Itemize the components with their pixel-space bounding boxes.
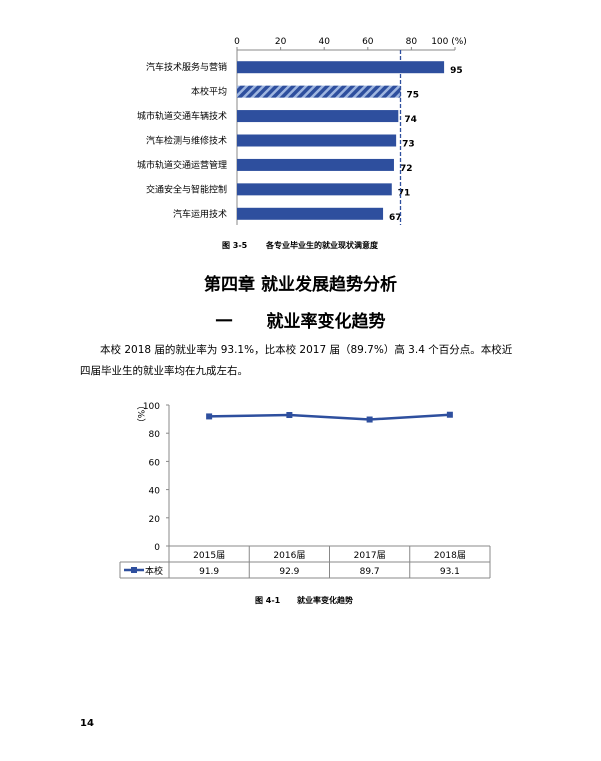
figure-3-5-label: 图 3-5 xyxy=(222,241,248,250)
legend-label: 本校 xyxy=(145,565,163,577)
satisfaction-bar-chart: 0 20 40 60 80 100 (%) 汽车技术服务与营销 95 本校平均 75 城市轨道交通车… xyxy=(137,37,467,225)
y-tick-label: 80 xyxy=(149,430,161,440)
bar xyxy=(237,110,399,123)
category-label: 城市轨道交通车辆技术 xyxy=(137,110,227,122)
category-label: 汽车检测与维修技术 xyxy=(146,135,227,147)
category-label: 2017届 xyxy=(354,550,386,561)
y-tick-label: 20 xyxy=(149,515,161,525)
data-value-label: 93.1 xyxy=(440,567,460,577)
bar xyxy=(237,183,392,196)
x-tick-label: 100 (%) xyxy=(431,37,467,47)
y-tick-label: 60 xyxy=(149,458,161,468)
page-number: 14 xyxy=(80,718,94,729)
figure-4-1-title: 就业率变化趋势 xyxy=(297,596,353,605)
y-tick-label: 0 xyxy=(154,543,160,553)
bar-value-label: 67 xyxy=(389,213,402,223)
category-label: 2018届 xyxy=(434,550,466,561)
bar xyxy=(237,158,394,171)
category-label: 汽车运用技术 xyxy=(173,208,227,220)
category-label: 交通安全与智能控制 xyxy=(146,183,227,195)
bar xyxy=(237,207,384,220)
figure-3-5-title: 各专业毕业生的就业现状满意度 xyxy=(266,241,378,250)
bar-value-label: 71 xyxy=(398,188,411,198)
x-tick-label: 40 xyxy=(318,37,330,47)
data-point-marker xyxy=(366,416,373,423)
bar-value-label: 95 xyxy=(450,66,463,76)
bar xyxy=(237,134,397,147)
data-point-marker xyxy=(206,413,213,420)
chapter-heading: 第四章 就业发展趋势分析 xyxy=(204,275,397,295)
category-label: 2016届 xyxy=(273,550,305,561)
x-tick-label: 20 xyxy=(275,37,287,47)
x-tick-label: 60 xyxy=(362,37,374,47)
data-point-marker xyxy=(286,412,293,419)
data-value-label: 92.9 xyxy=(279,567,299,577)
y-tick-label: 100 xyxy=(143,402,160,412)
y-axis-label: （%） xyxy=(135,401,146,428)
data-point-marker xyxy=(446,411,453,418)
legend-marker-icon xyxy=(131,567,137,573)
employment-rate-line-chart: 0 20 40 60 80 100（%） 2015届 91.9 2016届 92.9 2017届 89… xyxy=(119,401,491,579)
x-tick-label: 0 xyxy=(234,37,240,47)
x-tick-label: 80 xyxy=(406,37,418,47)
bar-value-label: 74 xyxy=(404,115,417,125)
data-value-label: 91.9 xyxy=(199,567,219,577)
section-heading: 一 就业率变化趋势 xyxy=(215,312,386,332)
body-paragraph: 本校 2018 届的就业率为 93.1%，比本校 2017 届（89.7%）高 … xyxy=(80,344,513,377)
category-label: 2015届 xyxy=(193,550,225,561)
data-value-label: 89.7 xyxy=(360,567,380,577)
series-line xyxy=(209,413,450,421)
category-label: 汽车技术服务与营销 xyxy=(146,61,227,73)
bar-value-label: 73 xyxy=(402,140,415,150)
bar xyxy=(237,61,445,74)
figure-4-1-label: 图 4-1 xyxy=(255,596,281,605)
category-label: 城市轨道交通运营管理 xyxy=(137,159,227,171)
bar-value-label: 72 xyxy=(400,164,413,174)
category-label: 本校平均 xyxy=(191,86,227,98)
bar-value-label: 75 xyxy=(407,91,420,101)
bar xyxy=(237,85,401,98)
y-tick-label: 40 xyxy=(149,487,161,497)
